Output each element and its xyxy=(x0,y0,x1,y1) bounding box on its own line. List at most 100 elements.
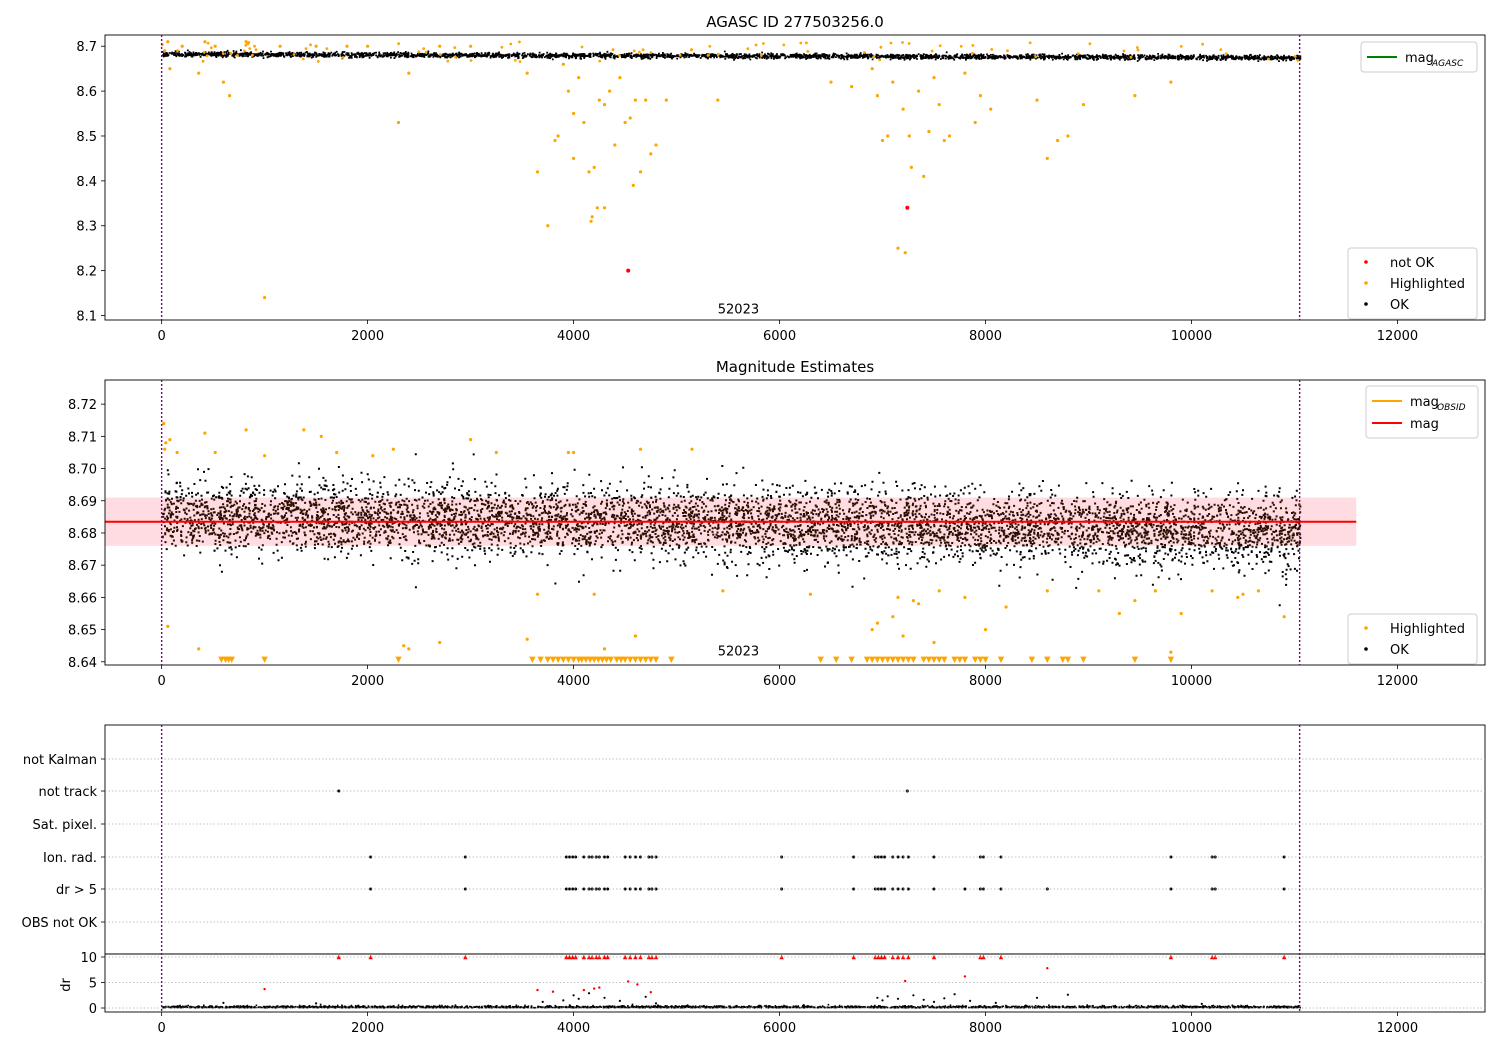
dr-ok-points xyxy=(162,1003,1301,1009)
panel1-highlighted-point xyxy=(638,50,641,54)
panel2-highlighted-point xyxy=(263,454,267,458)
magnitude-estimates-panel: Magnitude Estimates 0 2000 4000 6000 8000 100… xyxy=(68,358,1486,689)
dr-clipped-marker xyxy=(602,954,607,960)
dr-clipped-marker xyxy=(567,954,572,960)
panel2-highlighted-point xyxy=(162,421,166,426)
panel1-highlighted-point xyxy=(850,85,854,89)
panel1-highlighted-point xyxy=(613,143,617,147)
panel1-highlighted-point xyxy=(254,48,258,52)
panel2-ytick-label: 8.64 xyxy=(68,656,97,671)
panel1-not-ok-point xyxy=(905,205,910,210)
panel1-highlighted-point xyxy=(595,206,599,210)
panel2-clipped-marker xyxy=(1059,656,1066,663)
panel1-highlighted-point xyxy=(891,80,895,84)
panel2-highlighted-point xyxy=(911,599,916,603)
panel1-not-ok-point xyxy=(626,268,631,273)
panel2-highlighted-point xyxy=(875,621,880,625)
panel1-highlighted-point xyxy=(292,53,296,56)
panel3-flag-point xyxy=(633,887,637,891)
panel2-highlighted-point xyxy=(1045,589,1049,593)
panel1-highlighted-point xyxy=(580,45,584,49)
panel1-highlighted-point xyxy=(917,89,921,93)
panel1-highlighted-point xyxy=(932,76,936,80)
dr-high-point xyxy=(263,987,266,991)
panel1-highlighted-point xyxy=(872,55,876,59)
dr-point xyxy=(644,995,647,998)
panel1-highlighted-point xyxy=(878,58,882,62)
dr-point xyxy=(943,997,946,1000)
panel2-highlighted-point xyxy=(633,634,638,638)
panel2-clipped-marker xyxy=(961,656,969,663)
panel2-legend-label: Highlighted xyxy=(1390,622,1465,637)
panel1-highlighted-point xyxy=(880,138,885,143)
panel2-highlighted-point xyxy=(1117,611,1121,616)
panel2-clipped-marker xyxy=(1167,656,1175,663)
panel2-clipped-marker xyxy=(1044,656,1051,663)
panel1-legend-marker xyxy=(1364,281,1368,285)
panel1-highlighted-point xyxy=(1135,46,1139,49)
panel3-flag-point xyxy=(603,855,606,859)
dr-clipped-marker xyxy=(1282,954,1287,960)
panel1-ytick-label: 8.3 xyxy=(76,220,97,235)
panel2-clipped-marker xyxy=(899,656,907,663)
panel1-highlighted-point xyxy=(1056,138,1060,143)
dr-point xyxy=(1035,996,1039,999)
panel1-highlighted-point xyxy=(628,116,632,120)
panel1-legend-label: not OK xyxy=(1390,256,1435,271)
panel3-flag-point xyxy=(369,855,373,859)
panel1-highlighted-point xyxy=(206,41,210,45)
panel3-flag-point xyxy=(896,855,900,859)
panel1-highlighted-point xyxy=(1224,52,1228,55)
panel1-legend-label: mag xyxy=(1405,51,1434,66)
panel1-highlighted-point xyxy=(341,56,345,59)
panel1-highlighted-point xyxy=(631,183,635,187)
panel2-legend-marker xyxy=(1364,647,1368,651)
panel1-obsid-annotation: 52023 xyxy=(718,302,759,317)
panel1-highlighted-point xyxy=(782,43,786,47)
dr-clipped-marker xyxy=(1168,954,1174,960)
panel1-highlighted-point xyxy=(930,49,934,53)
panel1-xtick-label: 8000 xyxy=(969,329,1002,344)
panel2-xtick-label: 6000 xyxy=(763,674,796,689)
panel2-highlighted-point xyxy=(602,647,607,651)
panel1-highlighted-point xyxy=(762,42,765,45)
panel3-flag-point xyxy=(883,855,887,859)
panel3-flag-point xyxy=(463,887,467,891)
panel2-clipped-marker xyxy=(570,656,577,663)
panel1-highlighted-point xyxy=(176,49,180,52)
panel1-highlighted-point xyxy=(500,45,504,49)
panel1-highlighted-point xyxy=(525,71,529,75)
dr-clipped-marker xyxy=(336,954,341,960)
panel1-highlighted-point xyxy=(438,44,442,48)
panel1-title: AGASC ID 277503256.0 xyxy=(706,13,884,31)
panel2-clipped-marker xyxy=(637,656,644,663)
panel1-highlighted-point xyxy=(641,48,645,52)
panel1-highlighted-point xyxy=(907,134,911,138)
panel1-highlighted-point xyxy=(203,40,207,44)
panel1-highlighted-point xyxy=(602,206,607,210)
panel1-highlighted-point xyxy=(617,54,621,57)
panel2-clipped-marker xyxy=(529,656,536,663)
dr-clipped-marker xyxy=(633,954,638,960)
panel1-highlighted-point xyxy=(1066,134,1070,138)
panel1-highlighted-point xyxy=(989,107,993,111)
panel2-clipped-marker xyxy=(884,656,891,663)
dr-clipped-marker xyxy=(573,954,578,960)
panel2-legend-box xyxy=(1365,385,1479,439)
panel2-legend-label: OK xyxy=(1390,643,1409,658)
panel1-highlighted-point xyxy=(927,129,931,134)
panel1-highlighted-point xyxy=(1201,42,1204,46)
dr-point xyxy=(315,1002,318,1005)
panel1-highlighted-point xyxy=(1045,156,1049,160)
panel1-highlighted-point xyxy=(633,98,638,102)
panel2-xtick-label: 4000 xyxy=(557,674,590,689)
dr-clipped-marker xyxy=(931,954,937,960)
panel1-xtick-label: 2000 xyxy=(351,329,384,344)
dr-point xyxy=(587,992,591,995)
panel1-highlighted-point xyxy=(566,89,571,93)
panel2-clipped-marker xyxy=(972,656,979,663)
dr-point xyxy=(562,999,565,1002)
panel1-highlighted-point xyxy=(572,156,576,160)
panel1-highlighted-point xyxy=(1133,94,1137,98)
panel1-highlighted-point xyxy=(509,42,513,46)
